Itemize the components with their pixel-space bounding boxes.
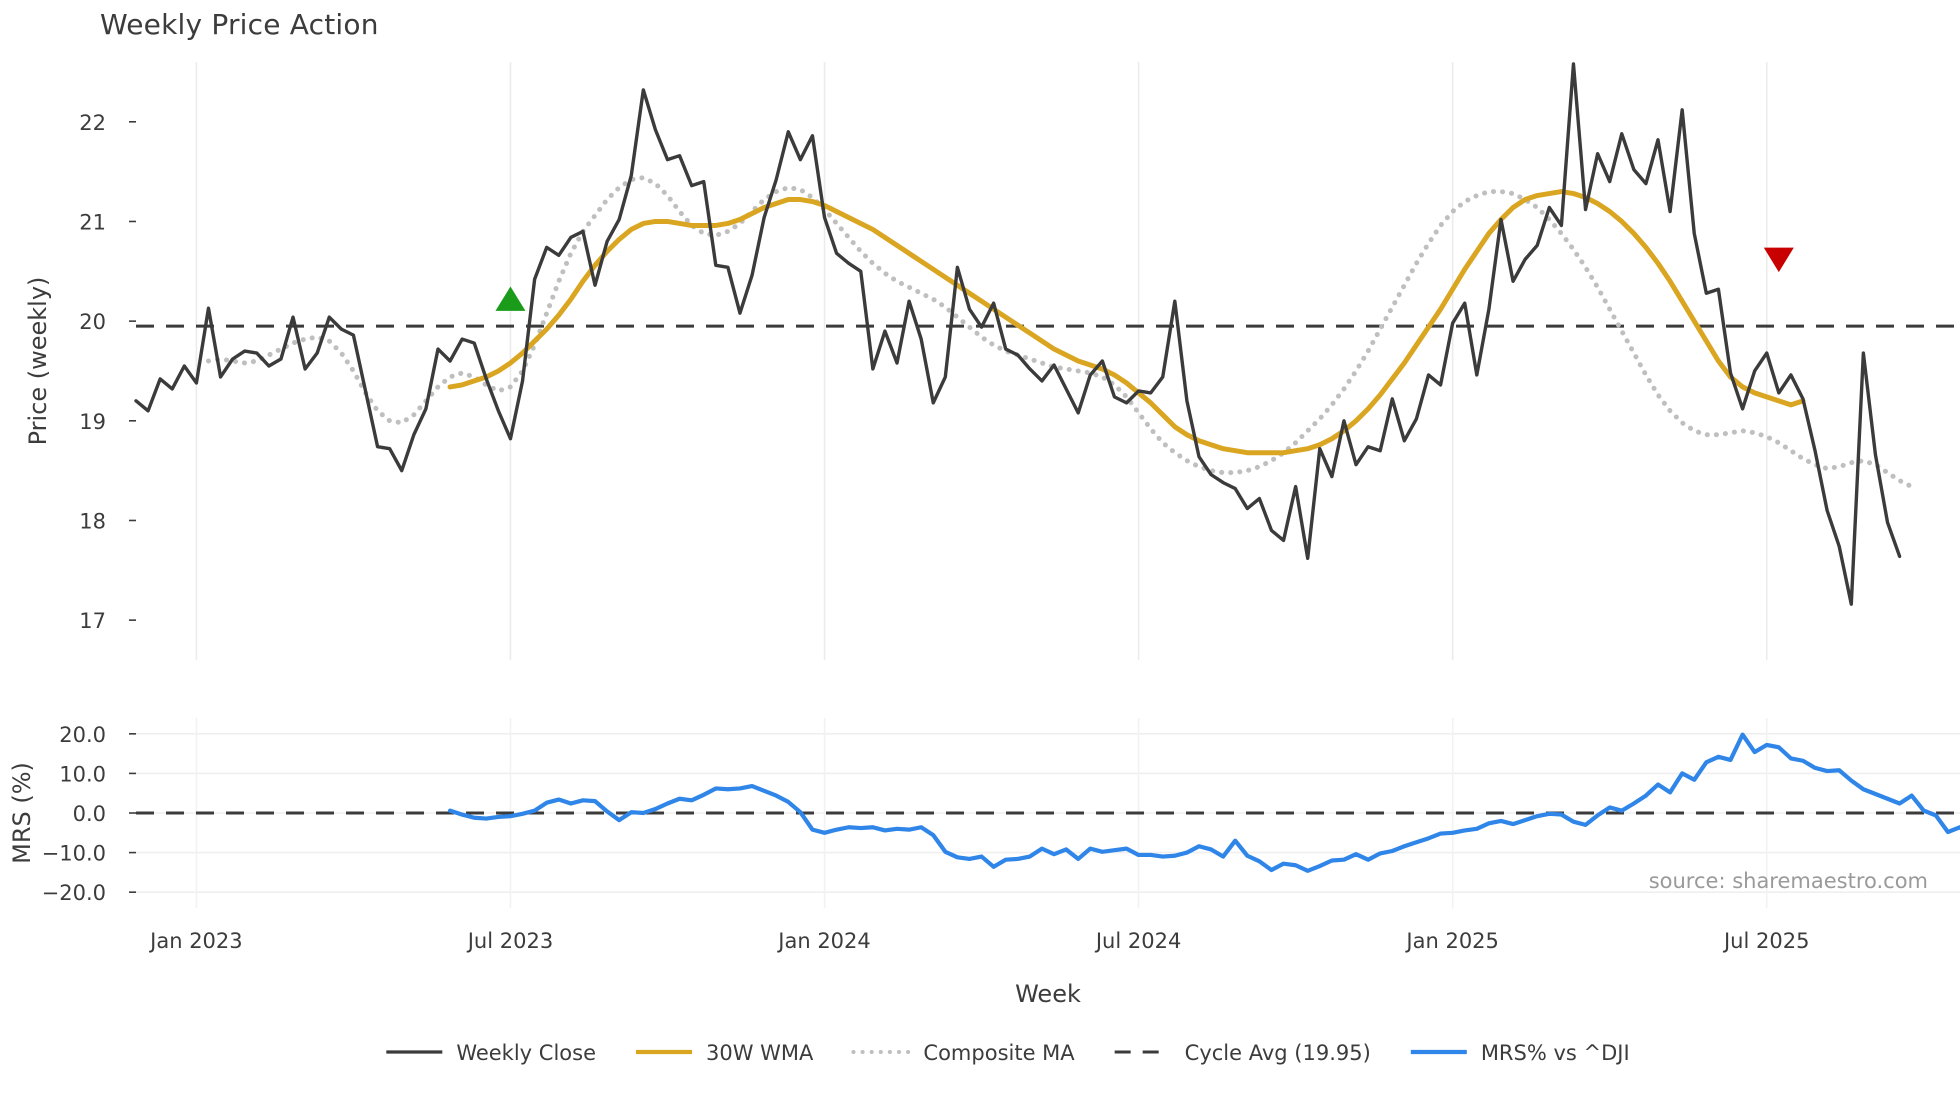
legend-label-0[interactable]: Weekly Close: [456, 1041, 596, 1065]
price-panel-group: [134, 62, 1960, 660]
x-tick-label: Jan 2023: [148, 929, 243, 953]
mrs-y-tick-label: 10.0: [59, 762, 106, 786]
x-axis-label: Week: [1015, 980, 1081, 1008]
legend-label-1[interactable]: 30W WMA: [706, 1041, 814, 1065]
mrs-y-axis-label: MRS (%): [8, 762, 36, 864]
mrs-y-tick-label: −10.0: [42, 842, 106, 866]
price-y-axis-label: Price (weekly): [24, 277, 52, 446]
series-weekly-close: [134, 62, 1902, 606]
series-mrs-percent: [447, 732, 1960, 873]
price-y-tick-label: 20: [79, 310, 106, 334]
legend-label-3[interactable]: Cycle Avg (19.95): [1185, 1041, 1371, 1065]
price-y-tick-label: 21: [79, 210, 106, 234]
mrs-y-tick-label: −20.0: [42, 881, 106, 905]
series-composite-ma: [205, 175, 1915, 490]
price-y-tick-label: 17: [79, 609, 106, 633]
x-tick-label: Jan 2025: [1404, 929, 1499, 953]
axis-labels-group: 17 18 19 20 21 22 Price (weekly) 20.0 10.0 0.0 −10…: [8, 111, 1928, 1008]
source-watermark: source: sharemaestro.com: [1649, 869, 1928, 893]
series-30w-wma: [447, 189, 1806, 456]
price-y-tick-label: 19: [79, 410, 106, 434]
legend-label-4[interactable]: MRS% vs ^DJI: [1481, 1041, 1630, 1065]
price-y-tick-label: 18: [79, 509, 106, 533]
mrs-panel-group: [136, 718, 1960, 908]
mrs-y-tick-label: 0.0: [73, 802, 106, 826]
buy-signal-marker-icon: [495, 286, 526, 311]
x-tick-label: Jan 2024: [776, 929, 871, 953]
x-tick-label: Jul 2025: [1722, 929, 1809, 953]
sell-signal-marker-icon: [1763, 247, 1794, 273]
x-tick-label: Jul 2024: [1094, 929, 1181, 953]
legend-group: Weekly Close 30W WMA Composite MA Cycle Avg…: [386, 1041, 1630, 1065]
legend-label-2[interactable]: Composite MA: [923, 1041, 1075, 1065]
mrs-y-tick-label: 20.0: [59, 723, 106, 747]
page-title: Weekly Price Action: [100, 8, 379, 41]
price-y-tick-label: 22: [79, 111, 106, 135]
x-tick-label: Jul 2023: [466, 929, 553, 953]
